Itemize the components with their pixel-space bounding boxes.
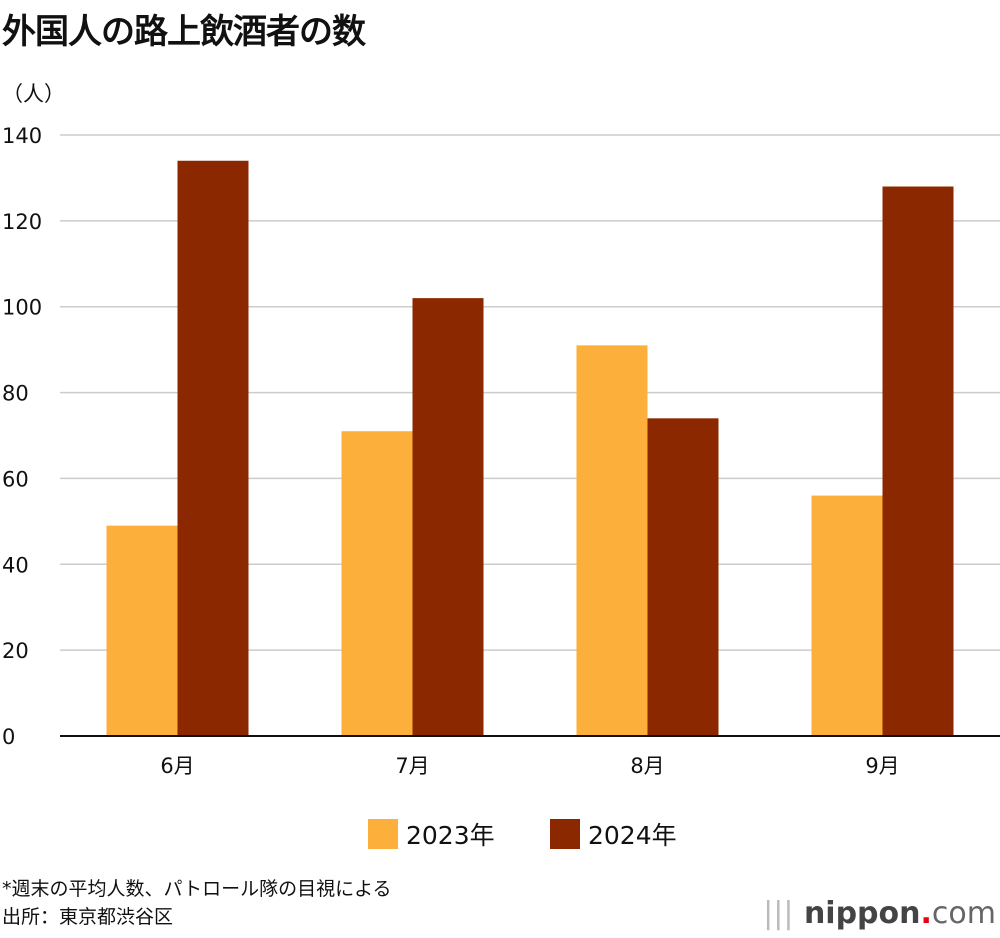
y-tick-label: 40: [2, 553, 29, 577]
y-tick-label: 120: [2, 210, 42, 234]
y-tick-label: 0: [2, 725, 15, 749]
y-tick-label: 80: [2, 382, 29, 406]
legend-swatch-2023: [368, 819, 398, 849]
y-tick-label: 60: [2, 467, 29, 491]
legend-label-2024: 2024年: [588, 821, 677, 850]
bar-chart: 0 20 40 60 80 100 120 140 6月 7月 8月 9月: [2, 124, 1000, 778]
bar-2024年-8月: [647, 418, 719, 736]
bar-2023年-7月: [341, 431, 413, 736]
legend-swatch-2024: [550, 819, 580, 849]
bar-2023年-6月: [106, 525, 178, 736]
x-tick-label: 7月: [395, 754, 429, 778]
y-tick-label: 140: [2, 124, 42, 148]
chart-title: 外国人の路上飲酒者の数: [2, 12, 366, 52]
x-tick-label: 9月: [865, 754, 899, 778]
bar-2024年-6月: [177, 160, 249, 736]
nippon-logo: ||| nippon.com: [763, 896, 996, 931]
bar-2023年-8月: [576, 345, 648, 736]
bar-2024年-7月: [412, 298, 484, 736]
footnote: *週末の平均人数、パトロール隊の目視による: [2, 878, 392, 900]
x-tick-label: 8月: [630, 754, 664, 778]
bar-2024年-9月: [882, 186, 954, 736]
y-tick-label: 100: [2, 296, 42, 320]
legend-label-2023: 2023年: [406, 821, 495, 850]
source: 出所：東京都渋谷区: [2, 906, 174, 928]
x-tick-label: 6月: [160, 754, 194, 778]
bar-2023年-9月: [811, 495, 883, 736]
y-axis-unit: （人）: [2, 82, 65, 106]
legend-item-2024: 2024年: [550, 816, 677, 852]
legend-item-2023: 2023年: [368, 816, 495, 852]
y-tick-label: 20: [2, 639, 29, 663]
